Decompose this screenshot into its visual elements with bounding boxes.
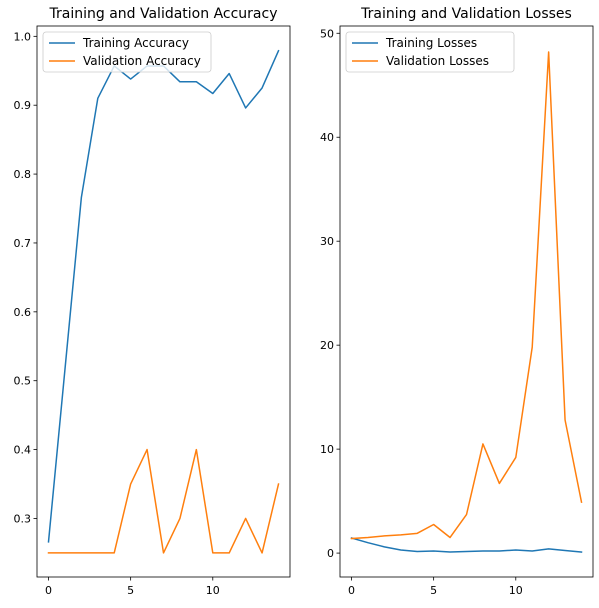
chart-2: Training and Validation Losses 0 5 10 0 10 20 3… bbox=[320, 6, 594, 597]
chart-title: Training and Validation Losses bbox=[360, 6, 572, 22]
x-tick-label: 0 bbox=[45, 584, 52, 597]
legend: Training Accuracy Validation Accuracy bbox=[42, 31, 212, 73]
y-tick-label: 0 bbox=[327, 547, 334, 560]
y-tick-label: 0.9 bbox=[14, 99, 32, 112]
x-tick-label: 10 bbox=[206, 584, 220, 597]
series-line-2 bbox=[350, 51, 583, 540]
y-tick-label: 0.3 bbox=[14, 512, 32, 525]
y-tick-label: 40 bbox=[320, 131, 334, 144]
legend-label: Validation Losses bbox=[386, 54, 489, 68]
plot-frame bbox=[36, 25, 291, 578]
y-tick-label: 0.8 bbox=[14, 168, 32, 181]
legend-box bbox=[42, 31, 212, 73]
series-line-1 bbox=[350, 537, 583, 553]
legend-label: Validation Accuracy bbox=[83, 54, 201, 68]
x-tick-label: 0 bbox=[348, 584, 355, 597]
legend: Training Losses Validation Losses bbox=[345, 31, 515, 73]
legend-label: Training Accuracy bbox=[82, 36, 189, 50]
x-tick-label: 5 bbox=[127, 584, 134, 597]
y-tick-label: 30 bbox=[320, 235, 334, 248]
legend-box bbox=[345, 31, 515, 73]
y-tick-label: 1.0 bbox=[14, 30, 32, 43]
series-line-1 bbox=[47, 49, 280, 543]
y-tick-label: 20 bbox=[320, 339, 334, 352]
y-tick-label: 50 bbox=[320, 27, 334, 40]
x-tick-label: 10 bbox=[509, 584, 523, 597]
y-tick-label: 10 bbox=[320, 443, 334, 456]
y-tick-label: 0.6 bbox=[14, 306, 32, 319]
plot-frame bbox=[339, 25, 594, 578]
y-tick-label: 0.7 bbox=[14, 237, 32, 250]
x-tick-label: 5 bbox=[430, 584, 437, 597]
y-tick-label: 0.5 bbox=[14, 375, 32, 388]
chart-1: Training and Validation Accuracy 0 5 10 0.3 0… bbox=[14, 6, 291, 597]
series-line-2 bbox=[47, 448, 280, 554]
y-tick-label: 0.4 bbox=[14, 444, 32, 457]
legend-label: Training Losses bbox=[385, 36, 477, 50]
chart-title: Training and Validation Accuracy bbox=[49, 6, 278, 22]
